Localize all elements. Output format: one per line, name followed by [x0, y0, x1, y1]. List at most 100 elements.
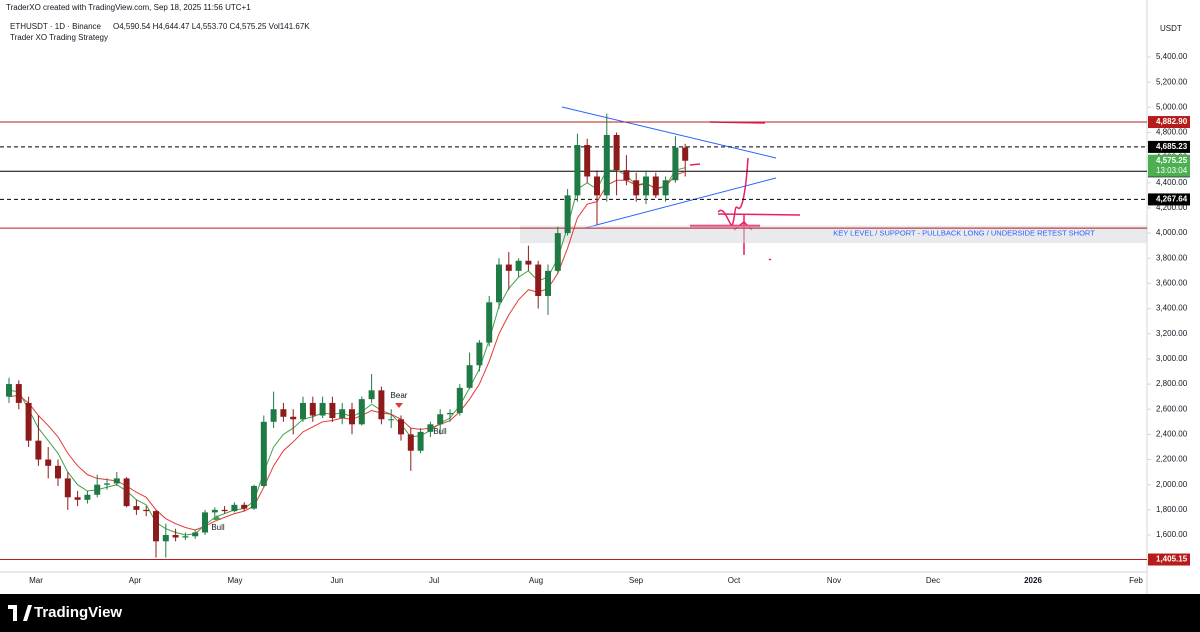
candle-body — [633, 180, 640, 196]
y-tick-label: 4,800.00 — [1156, 128, 1188, 137]
y-tick-label: 2,000.00 — [1156, 480, 1188, 489]
y-tick-label: 1,600.00 — [1156, 530, 1188, 539]
currency: USDT — [1160, 24, 1182, 33]
y-tick-label: 3,200.00 — [1156, 329, 1188, 338]
candle-body — [584, 145, 591, 177]
candle-body — [398, 419, 404, 435]
candle-body — [182, 536, 189, 538]
candle-body — [94, 484, 101, 495]
candle-body — [74, 497, 81, 500]
current-label: 4,575.25 — [1156, 156, 1188, 165]
level-label: 4,267.64 — [1156, 195, 1188, 204]
candle-body — [368, 390, 375, 400]
candle-body — [202, 512, 208, 533]
candle-body — [319, 402, 326, 416]
level-tag — [1148, 116, 1190, 129]
y-tick-label: 3,000.00 — [1156, 354, 1188, 363]
candle-body — [496, 264, 502, 303]
candle-body — [378, 390, 385, 420]
y-tick-label: 3,800.00 — [1156, 253, 1188, 262]
candle-body — [270, 409, 277, 422]
candle-body — [437, 414, 444, 425]
candle-body — [6, 384, 12, 397]
candle-body — [545, 270, 551, 296]
candle-body — [476, 342, 483, 366]
candle-body — [133, 506, 140, 510]
candle-body — [594, 176, 600, 196]
ohlc: O4,590.54 H4,644.47 L4,553.70 C4,575.25 … — [113, 22, 310, 31]
candle-body — [25, 402, 32, 441]
candle-body — [407, 434, 414, 451]
annotation: Bull — [433, 427, 447, 436]
x-tick-label: May — [227, 576, 242, 585]
candle-body — [672, 147, 679, 181]
level-label: 4,882.90 — [1156, 117, 1188, 126]
candle-body — [162, 535, 169, 542]
candle-body — [623, 170, 630, 181]
y-tick-label: 5,400.00 — [1156, 52, 1188, 61]
candle-body — [682, 147, 689, 161]
candle-body — [613, 134, 620, 171]
x-tick-label: Apr — [129, 576, 142, 585]
candle-body — [358, 399, 365, 425]
countdown: 13:03:04 — [1156, 166, 1188, 175]
symbol: ETHUSDT · 1D · Binance — [10, 22, 102, 31]
candle-body — [84, 494, 91, 500]
logo — [8, 605, 32, 621]
x-tick-label: Sep — [629, 576, 644, 585]
candle-body — [447, 412, 453, 415]
trendline-lower — [584, 177, 777, 229]
support-zone — [520, 225, 1147, 244]
x-tick-label: Jun — [331, 576, 344, 585]
candle-body — [662, 180, 669, 196]
x-tick-label: Feb — [1129, 576, 1143, 585]
candle-body — [525, 260, 532, 265]
candle-body — [456, 387, 463, 413]
candle-body — [349, 409, 355, 425]
candle-body — [172, 535, 179, 538]
candle-body — [564, 195, 571, 234]
candle-body — [251, 485, 257, 509]
x-tick-label: Jul — [429, 576, 439, 585]
candle-body — [643, 176, 649, 196]
y-tick-label: 3,400.00 — [1156, 304, 1188, 313]
candle-body — [35, 440, 42, 460]
bear-marker — [395, 403, 403, 408]
candle-body — [515, 260, 522, 271]
candle-body — [290, 416, 297, 420]
candle-body — [15, 384, 22, 403]
candle-body — [211, 509, 218, 513]
credit: TraderXO created with TradingView.com, S… — [6, 3, 251, 12]
chart: TraderXO created with TradingView.com, S… — [0, 0, 1190, 594]
candle-body — [417, 431, 424, 451]
y-tick-label: 2,800.00 — [1156, 379, 1188, 388]
level-tag — [1148, 193, 1190, 206]
y-tick-label: 2,600.00 — [1156, 404, 1188, 413]
y-tick-label: 4,000.00 — [1156, 228, 1188, 237]
level-label: 1,405.15 — [1156, 555, 1188, 564]
level-tag — [1148, 553, 1190, 566]
level-label: 4,685.23 — [1156, 142, 1188, 151]
candle-body — [241, 504, 248, 509]
candle-body — [574, 145, 581, 196]
moving-average — [8, 167, 686, 536]
level-tag — [1148, 140, 1190, 153]
x-tick-label: Dec — [926, 576, 940, 585]
y-tick-label: 4,200.00 — [1156, 203, 1188, 212]
candle-body — [505, 264, 512, 271]
x-tick-label: Mar — [29, 576, 43, 585]
candle-body — [300, 402, 306, 420]
candle-body — [104, 483, 110, 485]
candle-body — [339, 409, 346, 419]
candle-body — [427, 424, 434, 432]
candle-body — [535, 264, 542, 296]
candle-body — [123, 478, 130, 507]
footer: TradingView — [0, 594, 1200, 632]
y-tick-label: 1,800.00 — [1156, 505, 1188, 514]
candle-body — [486, 302, 493, 343]
indicator: Trader XO Trading Strategy — [10, 33, 108, 42]
candle-body — [603, 134, 610, 196]
candle-body — [153, 511, 159, 542]
candle-body — [466, 365, 473, 388]
